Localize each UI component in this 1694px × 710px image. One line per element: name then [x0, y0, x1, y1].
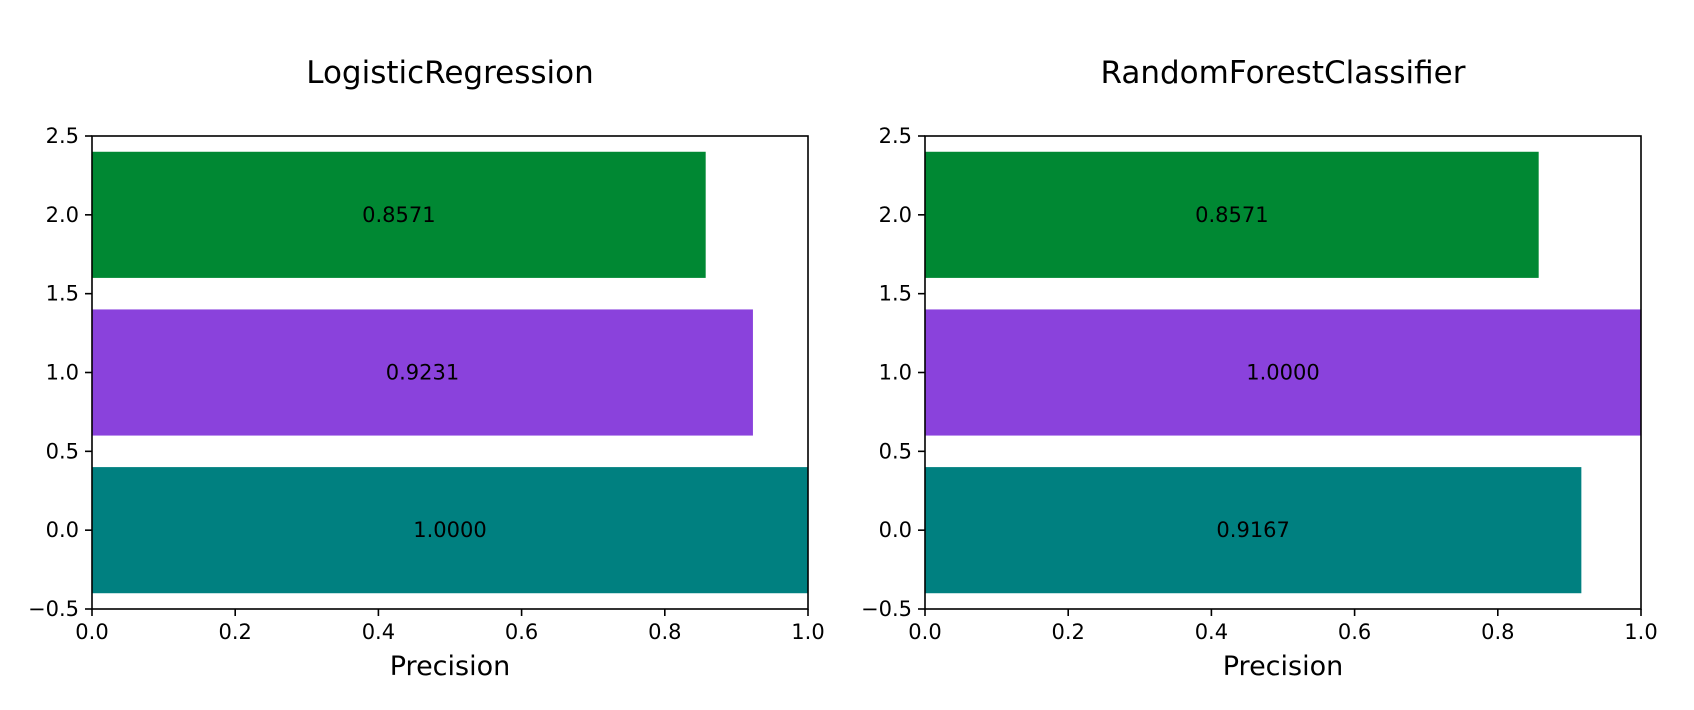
chart-title: RandomForestClassifier [1101, 55, 1466, 91]
y-tick-label-2: 0.5 [46, 439, 79, 463]
bar-value-label-2: 0.8571 [1195, 203, 1268, 227]
x-tick-label-4: 0.8 [648, 620, 681, 644]
x-tick-label-4: 0.8 [1481, 620, 1514, 644]
bar-value-label-0: 1.0000 [413, 518, 486, 542]
bar-2 [925, 151, 1539, 278]
y-tick-label-6: 2.5 [46, 124, 79, 148]
x-tick-label-5: 1.0 [791, 620, 824, 644]
bar-value-label-1: 0.9231 [386, 361, 459, 385]
x-tick-label-1: 0.2 [218, 620, 251, 644]
y-tick-label-4: 1.5 [879, 282, 912, 306]
y-tick-label-0: −0.5 [861, 597, 912, 621]
x-tick-label-2: 0.4 [362, 620, 395, 644]
x-tick-label-3: 0.6 [505, 620, 538, 644]
y-tick-label-1: 0.0 [879, 518, 912, 542]
bar-1 [92, 309, 753, 436]
x-axis-label: Precision [1223, 651, 1343, 682]
x-tick-label-5: 1.0 [1624, 620, 1657, 644]
x-tick-label-0: 0.0 [908, 620, 941, 644]
bar-value-label-1: 1.0000 [1246, 361, 1319, 385]
bar-value-label-2: 0.8571 [362, 203, 435, 227]
x-tick-label-1: 0.2 [1051, 620, 1084, 644]
y-tick-label-5: 2.0 [46, 203, 79, 227]
chart-logistic-regression: 1.0000 0.9231 0.8571 0.0 0.2 0.4 0.6 0.8 1.0 −0.5… [28, 55, 825, 682]
bar-value-label-0: 0.9167 [1216, 518, 1289, 542]
y-tick-label-0: −0.5 [28, 597, 79, 621]
y-tick-label-2: 0.5 [879, 439, 912, 463]
x-tick-label-2: 0.4 [1195, 620, 1228, 644]
bar-0 [925, 467, 1582, 594]
bar-1 [925, 309, 1641, 436]
chart-random-forest-classifier: 0.9167 1.0000 0.8571 0.0 0.2 0.4 0.6 0.8 1.0 −0.5… [861, 55, 1658, 682]
x-tick-label-3: 0.6 [1338, 620, 1371, 644]
y-tick-label-3: 1.0 [879, 361, 912, 385]
chart-title: LogisticRegression [306, 55, 594, 91]
y-tick-label-5: 2.0 [879, 203, 912, 227]
bar-0 [92, 467, 808, 594]
y-tick-label-1: 0.0 [46, 518, 79, 542]
x-tick-label-0: 0.0 [75, 620, 108, 644]
y-tick-label-3: 1.0 [46, 361, 79, 385]
y-tick-label-4: 1.5 [46, 282, 79, 306]
x-axis-label: Precision [390, 651, 510, 682]
bar-2 [92, 151, 706, 278]
y-tick-label-6: 2.5 [879, 124, 912, 148]
